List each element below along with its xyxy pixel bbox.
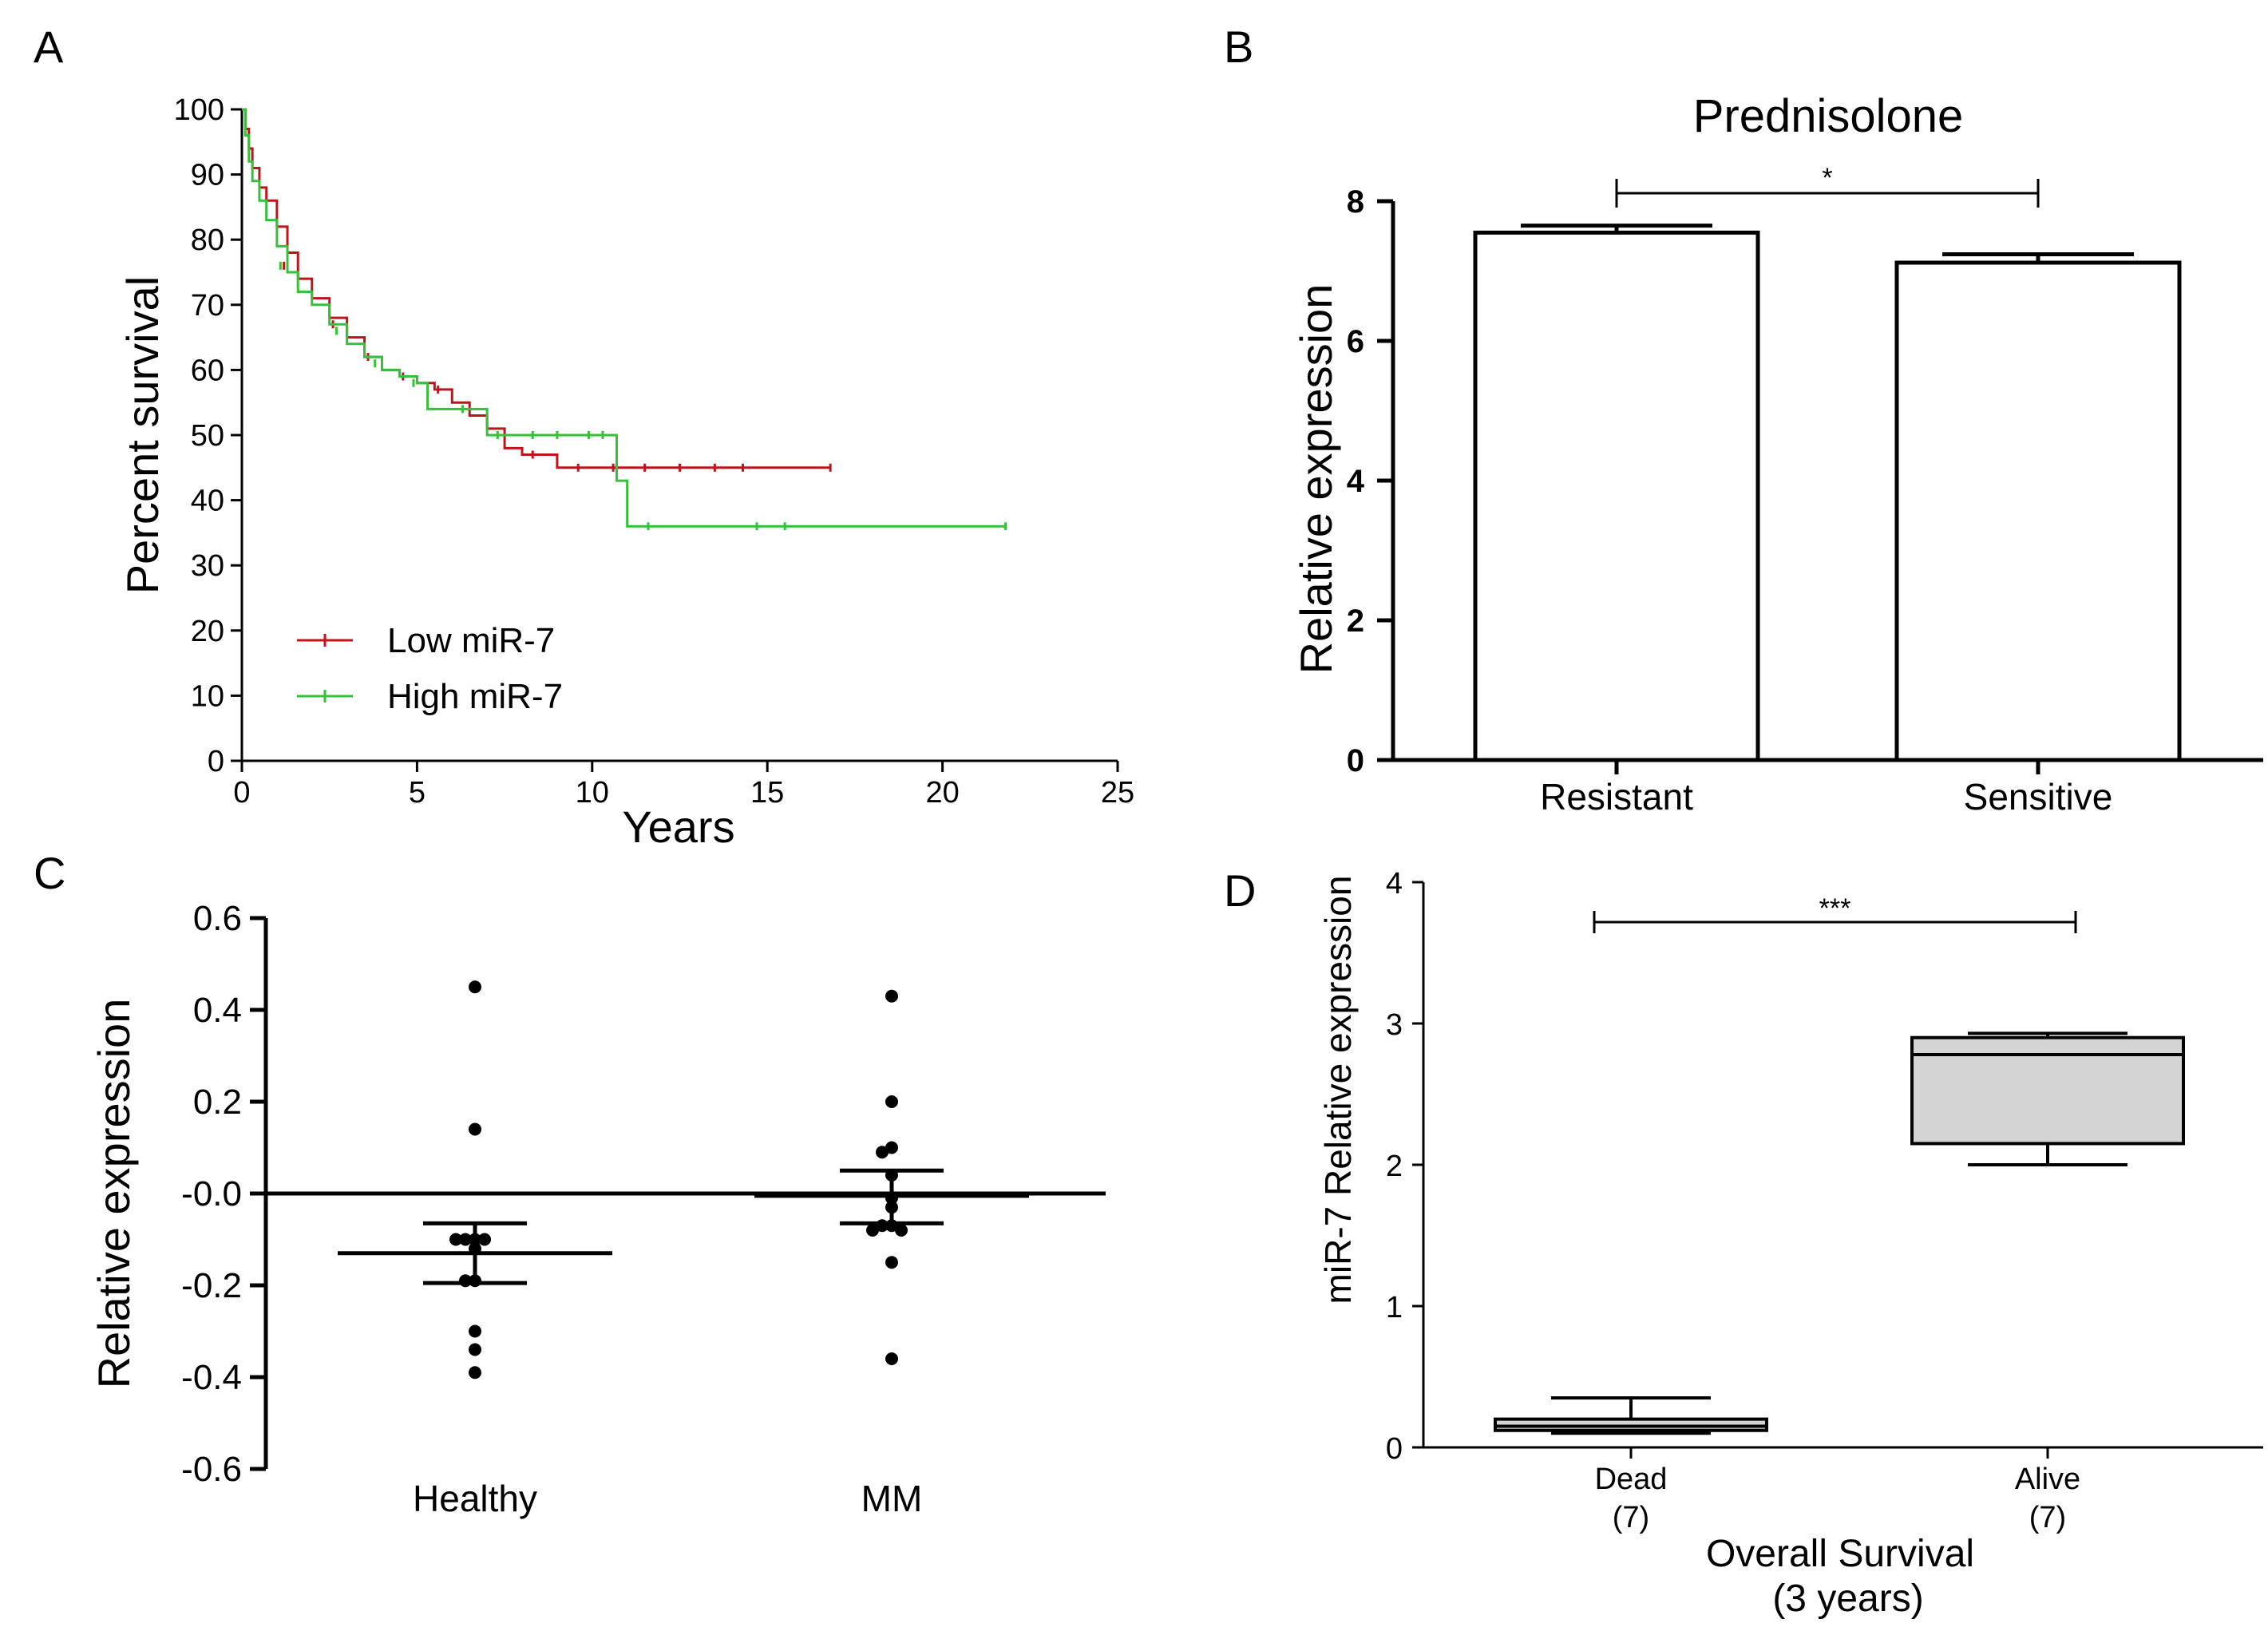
a-xtick-label: 15 [750,776,784,810]
d-category-label: Alive [2015,1463,2080,1496]
panel-b-title: Prednisolone [1693,90,1964,142]
panel-d-y-axis-label: miR-7 Relative expression [1317,876,1359,1304]
c-ytick-label: -0.2 [181,1266,242,1305]
c-ytick-label: -0.4 [181,1358,242,1397]
panel-b-letter: B [1224,22,1253,72]
d-category-count: (7) [2029,1501,2066,1534]
b-bar-resistant [1473,230,1760,762]
panel-c-y-ticks: -0.6 -0.4 -0.2 -0.0 0.2 0.4 0.6 [181,899,266,1489]
c-ytick-label: -0.6 [181,1450,242,1489]
panel-d-x-axis-sublabel: (3 years) [1772,1578,1923,1620]
c-point [885,1141,898,1154]
a-ytick-label: 20 [191,615,224,648]
b-category-label: Sensitive [1964,776,2113,818]
a-xtick-label: 5 [409,776,425,810]
a-ytick-label: 90 [191,159,224,192]
c-ytick-label: 0.6 [193,899,242,938]
c-point [885,1352,898,1365]
c-point [459,1274,472,1288]
c-point [469,980,481,994]
c-point [866,1224,879,1237]
c-point [469,1366,481,1380]
d-ytick-label: 1 [1386,1291,1403,1324]
panel-c-dot-plot: C -0.6 -0.4 -0.2 -0.0 0.2 0.4 0.6 Healthy MM Re… [34,848,1106,1519]
b-bar-sensitive [1894,260,2182,762]
a-ytick-label: 30 [191,549,224,583]
panel-d-letter: D [1224,865,1256,916]
panel-a-y-axis-label: Percent survival [117,276,168,594]
panel-b-bars: Resistant Sensitive [1473,224,2182,818]
d-ytick-label: 0 [1386,1432,1403,1466]
c-ytick-label: 0.2 [193,1083,242,1122]
panel-a-series [242,108,1007,531]
panel-d-x-axis-label: Overall Survival [1706,1533,1974,1575]
b-ytick-label: 2 [1347,604,1364,639]
a-xtick-label: 20 [925,776,959,810]
a-ytick-label: 0 [208,745,224,778]
panel-a-axes [240,109,1118,762]
a-ytick-label: 40 [191,485,224,518]
c-point [478,1233,491,1246]
c-ytick-label: -0.0 [181,1174,242,1213]
b-ytick-label: 4 [1347,464,1365,499]
c-point [469,1324,481,1338]
b-sig-label: * [1822,163,1832,193]
c-category-label: Healthy [413,1478,537,1519]
b-ytick-label: 6 [1347,324,1364,359]
panel-a-x-axis-label: Years [622,802,734,852]
a-ytick-label: 100 [174,93,224,127]
panel-d-box-plot: D 0 1 2 3 4 Dead (7) Alive (7) *** miR-7 Relati… [1224,865,2263,1620]
a-ytick-label: 60 [191,354,224,387]
a-ytick-label: 70 [191,289,224,323]
a-xtick-label: 0 [233,776,250,810]
b-category-label: Resistant [1540,776,1693,818]
b-ytick-label: 8 [1347,184,1364,220]
panel-b-y-ticks: 0 2 4 6 8 [1347,184,1393,778]
c-category-label: MM [861,1478,923,1519]
a-ytick-label: 10 [191,679,224,713]
panel-b-y-axis-label: Relative expression [1291,284,1341,675]
b-ytick-label: 0 [1347,743,1364,778]
panel-c-letter: C [34,848,65,898]
panel-c-y-axis-label: Relative expression [89,999,139,1389]
d-ytick-label: 2 [1386,1150,1403,1183]
c-point [885,989,898,1003]
c-point [469,1122,481,1136]
legend-label-high: High miR-7 [387,677,563,716]
c-point [885,1095,898,1108]
panel-a-x-ticks: 0 5 10 15 20 25 [233,761,1134,810]
c-ytick-label: 0.4 [193,991,242,1030]
c-point [469,1343,481,1356]
c-point [885,1256,898,1269]
a-series-line-high [242,108,1006,528]
a-ytick-label: 50 [191,419,224,453]
d-ytick-label: 4 [1386,867,1403,901]
d-category-count: (7) [1613,1501,1649,1534]
panel-d-significance: *** [1593,893,2077,933]
c-point [876,1146,889,1159]
c-point [459,1233,472,1246]
panel-b-significance: * [1615,163,2040,208]
panel-a-legend: Low miR-7 High miR-7 [297,621,563,716]
panel-d-y-ticks: 0 1 2 3 4 [1386,867,1423,1466]
a-xtick-label: 10 [576,776,609,810]
d-category-label: Dead [1595,1463,1668,1496]
panel-a-letter: A [34,22,64,72]
c-point [449,1233,462,1246]
a-series-line-low [242,108,831,469]
panel-c-groups: Healthy MM [338,980,1029,1519]
panel-a-y-ticks: 0 10 20 30 40 50 60 70 80 90 100 [174,93,242,778]
a-ytick-label: 80 [191,224,224,257]
a-xtick-label: 25 [1101,776,1134,810]
d-ytick-label: 3 [1386,1008,1403,1042]
c-point [895,1224,908,1237]
panel-d-boxes: Dead (7) Alive (7) [1494,1031,2185,1534]
panel-a-km-plot: A 0 10 20 30 40 50 60 70 80 90 100 0 5 10 15 20 25 Perc… [34,22,1134,852]
d-sig-label: *** [1819,893,1851,924]
legend-label-low: Low miR-7 [387,621,555,660]
